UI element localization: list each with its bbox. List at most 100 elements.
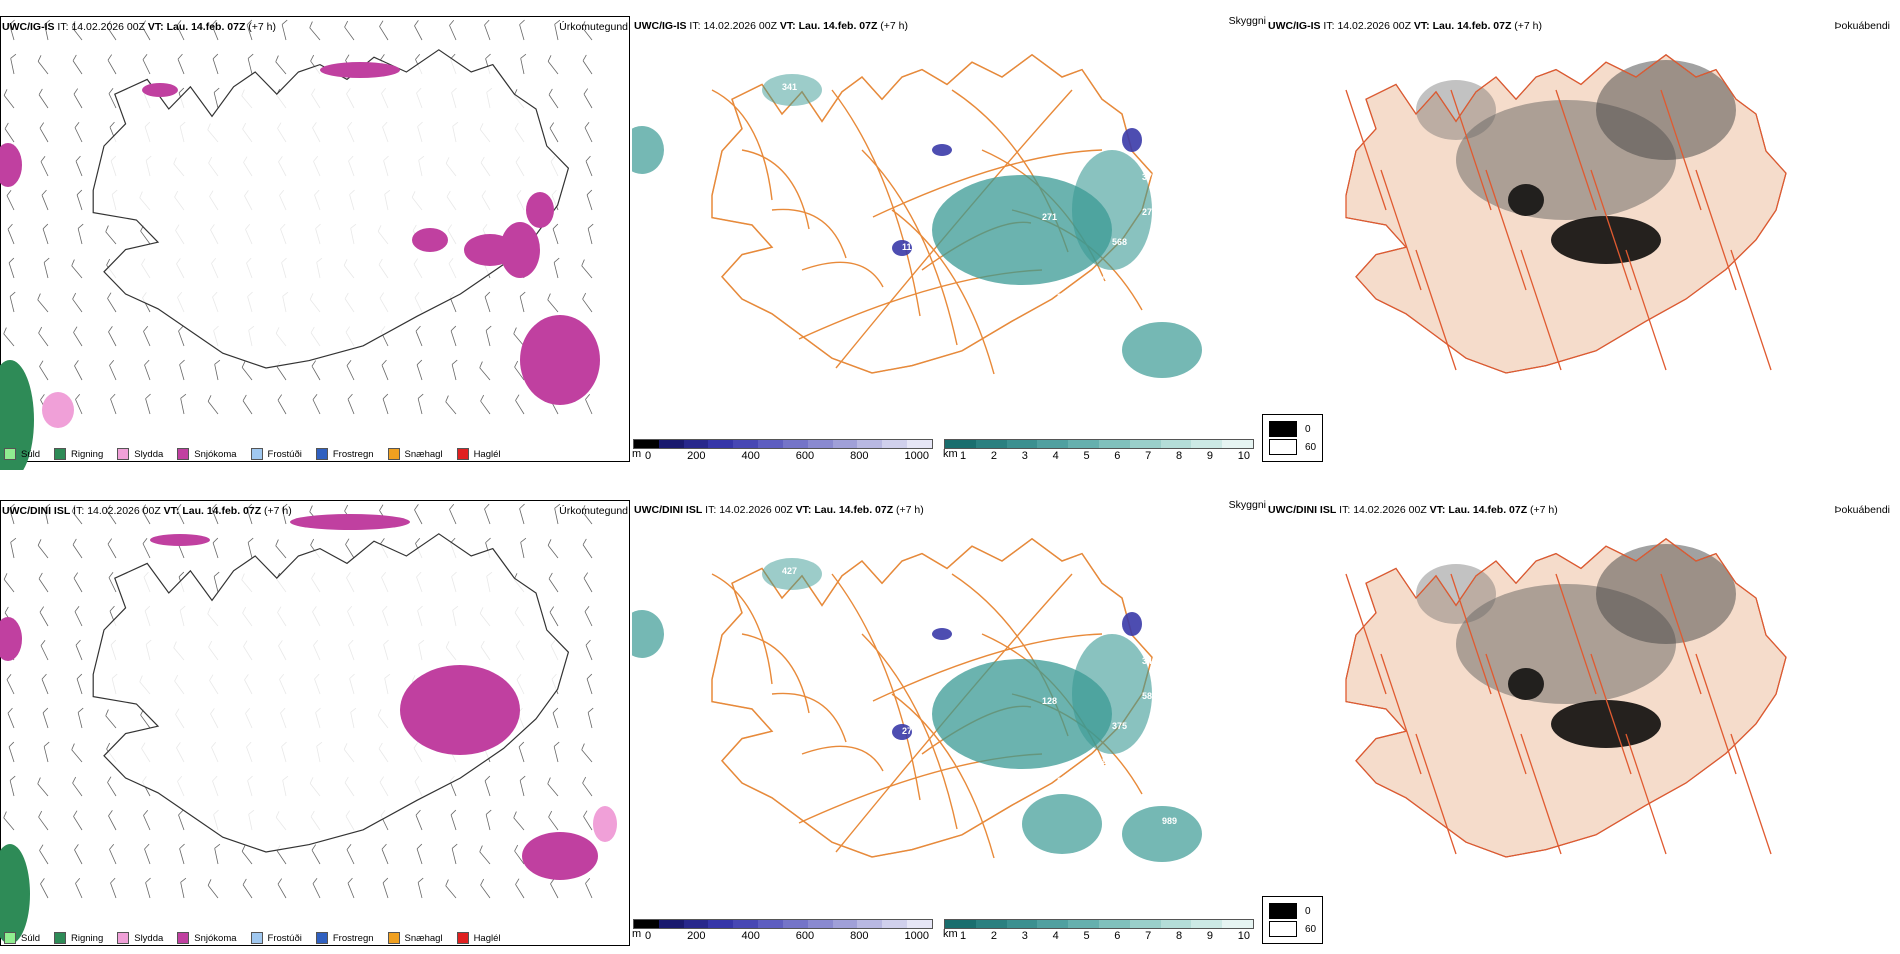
wind-barb [587,707,594,729]
wind-barb [382,393,389,415]
road [741,633,810,714]
wind-barb [43,257,50,279]
wind-barb [8,741,15,763]
colorbar-bin [683,440,709,448]
wind-barb [449,503,457,525]
legend-swatch [250,932,263,944]
wind-barb [416,843,423,865]
wind-barb [484,503,491,525]
top-visibility-panel: 341 278 444 376 271 279 346 119 568 391 421 346 469 4… [632,0,1266,470]
visibility-value-label: 348 [1142,656,1157,666]
legend-swatch [54,448,67,460]
bottom-visibility-panel: 427 444 260 348 128 584 254 270 375 127 338 260 449 8… [632,484,1266,954]
colorbar-bin [1191,440,1223,448]
wind-barb [345,538,355,559]
wind-barb [42,707,49,729]
ring-road [1345,53,1787,374]
wind-barb [553,257,560,279]
road [1450,89,1492,211]
road [1730,733,1772,855]
colorbar-tick: 0 [645,930,652,942]
colorbar-tick: 1 [960,450,967,462]
legend-item: Súld [4,932,40,944]
run-header: UWC/DINI ISL IT: 14.02.2026 00Z VT: Lau.… [634,504,924,516]
snow-area [0,617,22,661]
wind-barb [518,741,525,763]
legend-swatch [177,932,190,944]
wind-barb [416,359,423,381]
wind-barb [176,20,185,41]
wind-barb [7,223,15,245]
legend-swatch [315,448,328,460]
wind-barb [73,88,83,109]
colorbar-tick: 5 [1083,930,1090,942]
wind-barb [586,189,593,211]
visibility-value-label: 271 [1042,212,1057,222]
colorbar-tick: 5 [1083,450,1090,462]
wind-barb [39,606,49,627]
colorbar-bin [975,440,1007,448]
wind-barb [3,89,15,109]
fog-legend-row: 0 [1269,903,1316,919]
wind-barb [520,53,527,75]
colorbar-tick: 10 [1237,450,1250,462]
colorbar-bin [1160,440,1192,448]
ceiling-colorbar: 0 200 400 600 800 1000 m [632,919,933,942]
road [1660,573,1702,695]
road [1695,653,1737,775]
legend-item: Snjókoma [177,932,237,944]
colorbar-strip [633,919,933,929]
snow-area [500,222,540,278]
wind-barb [213,87,220,109]
road [771,692,847,743]
snow-area [142,83,178,97]
fog-legend-label: 60 [1305,441,1317,453]
colorbar-bin [832,920,858,928]
colorbar-bin [1160,920,1192,928]
visibility-colorbar: 1 2 3 4 5 6 7 8 9 10 km [943,439,1254,462]
colorbar-bin [1222,920,1253,928]
wind-barb [37,777,49,797]
visibility-value-label: 346 [1057,292,1072,302]
road [1730,249,1772,371]
colorbar-bin [782,920,808,928]
colorbar-tick: 600 [795,930,815,942]
wind-barb [583,88,593,109]
legend-swatch [117,932,130,944]
wind-barb [8,257,15,279]
road [872,633,1103,702]
road [801,261,884,288]
wind-barb [44,503,51,525]
colorbar-strip [944,439,1254,449]
wind-barb [550,878,559,899]
road [872,149,1103,218]
wind-barb [9,775,16,797]
wind-barb [547,293,559,313]
wind-barb [213,571,220,593]
legend-swatch [456,448,469,460]
wind-barb [549,606,559,627]
road [711,89,773,201]
wind-barb [141,20,151,41]
wind-barb [515,878,525,899]
visibility-value-label: 338 [1042,766,1057,776]
wind-barb [37,293,49,313]
low-ceiling-area [1122,128,1142,152]
wind-barb [514,844,525,865]
wind-barb [177,53,185,75]
visibility-value-label: 411 [1102,272,1117,282]
wind-barb [142,538,151,559]
colorbar-bin [857,440,883,448]
colorbar-bin [708,920,734,928]
fog-index-area [1508,184,1544,216]
wind-barb [211,503,219,525]
snow-area [320,62,400,78]
road [741,149,810,230]
low-visibility-area [1072,150,1152,270]
wind-barb [71,505,83,525]
wind-barb [281,503,288,525]
wind-barb [110,877,117,899]
wind-barb [519,291,526,313]
bottom-precip-panel: UWC/DINI ISL IT: 14.02.2026 00Z VT: Lau.… [0,484,632,954]
wind-barb [75,639,83,661]
